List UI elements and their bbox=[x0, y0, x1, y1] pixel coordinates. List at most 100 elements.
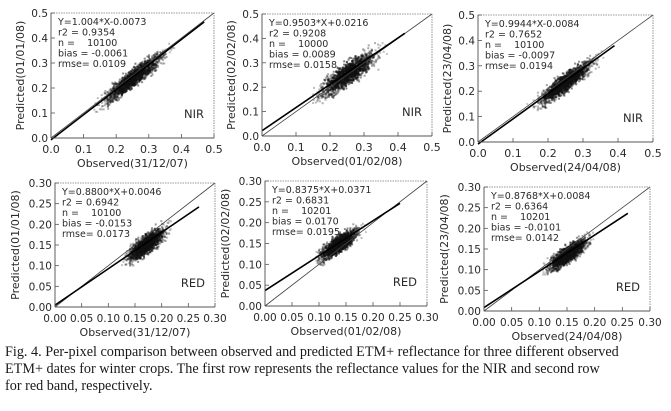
y-tick-label: 0.1 bbox=[31, 108, 48, 120]
y-tick-label: 0.30 bbox=[29, 178, 52, 190]
y-tick-label: 0.4 bbox=[31, 33, 48, 45]
caption-line-2: ETM+ dates for winter crops. The first r… bbox=[5, 361, 600, 377]
x-tick-label: 0.0 bbox=[253, 141, 271, 154]
x-tick-label: 0.00 bbox=[253, 312, 276, 324]
x-axis-label: Observed(31/12/07) bbox=[77, 157, 188, 170]
regression-line bbox=[477, 44, 615, 145]
y-tick-label: 0.20 bbox=[29, 219, 52, 231]
y-tick-label: 0.15 bbox=[239, 239, 262, 251]
stats-annotation-line: rmse= 0.0173 bbox=[62, 229, 130, 240]
y-tick-label: 0.10 bbox=[239, 259, 262, 271]
x-tick-label: 0.10 bbox=[307, 312, 330, 324]
y-tick-label: 0.0 bbox=[31, 133, 48, 145]
x-tick-label: 0.5 bbox=[644, 147, 662, 160]
x-tick-label: 0.2 bbox=[107, 143, 125, 156]
y-tick-label: 0.0 bbox=[458, 137, 475, 149]
stats-annotation-line: bias = -0.0153 bbox=[62, 219, 132, 230]
scatter-panel-row2-col1: 0.00 0.05 0.10 0.15 0.20 0.25 0.300.000.050.10… bbox=[9, 178, 227, 339]
x-axis-label: Observed(31/12/07) bbox=[80, 326, 191, 339]
x-tick-label: 0.25 bbox=[611, 317, 634, 329]
y-tick-label: 0.00 bbox=[239, 301, 262, 313]
y-tick-label: 0.10 bbox=[458, 265, 481, 277]
x-tick-label: 0.0 bbox=[469, 147, 487, 160]
x-tick-label: 0.2 bbox=[539, 147, 557, 160]
y-tick-label: 0.5 bbox=[458, 10, 475, 22]
y-axis-label: Predicted(02/02/08) bbox=[219, 189, 232, 299]
stats-annotation-line: n = 10100 bbox=[485, 40, 544, 51]
x-axis-label: Observed(01/02/08) bbox=[291, 325, 402, 338]
stats-annotation-line: r2 = 0.6942 bbox=[62, 198, 119, 209]
x-tick-label: 0.2 bbox=[321, 141, 339, 154]
y-tick-label: 0.5 bbox=[31, 8, 48, 20]
scatter-panel-row1-col2: 0.0 0.1 0.2 0.3 0.4 0.5 0.0 0.1 0.2 0.3 0.4 0.5 Obse… bbox=[225, 9, 441, 168]
scatter-panel-row2-col2: 0.00 0.05 0.10 0.15 0.20 0.25 0.30 0.00 0.05 0.10… bbox=[219, 176, 439, 338]
stats-annotation-line: Y=0.8375*X+0.0371 bbox=[271, 185, 371, 196]
stats-annotation-line: rmse= 0.0158 bbox=[269, 60, 337, 71]
y-tick-label: 0.1 bbox=[458, 112, 475, 124]
x-tick-label: 0.1 bbox=[75, 143, 93, 156]
stats-annotation-line: r2 = 0.6831 bbox=[272, 196, 329, 207]
stats-annotation-line: bias = 0.0089 bbox=[269, 50, 336, 61]
y-tick-label: 0.4 bbox=[458, 35, 475, 47]
x-tick-label: 0.30 bbox=[638, 317, 661, 329]
x-tick-label: 0.10 bbox=[528, 317, 551, 329]
stats-annotation-line: r2 = 0.7652 bbox=[485, 30, 542, 41]
y-tick-label: 0.3 bbox=[458, 61, 475, 73]
stats-annotation-line: bias = -0.0097 bbox=[485, 51, 555, 62]
x-tick-label: 0.15 bbox=[334, 312, 357, 324]
regression-line bbox=[50, 21, 205, 141]
regression-line bbox=[261, 32, 406, 132]
stats-annotation-line: rmse= 0.0194 bbox=[485, 61, 553, 72]
band-label: RED bbox=[393, 275, 417, 289]
x-tick-label: 0.25 bbox=[388, 312, 411, 324]
stats-annotation-line: n = 10201 bbox=[491, 212, 550, 223]
stats-annotation-line: rmse= 0.0109 bbox=[58, 59, 126, 70]
x-tick-label: 0.4 bbox=[609, 147, 627, 160]
x-tick-label: 0.10 bbox=[97, 313, 120, 325]
y-tick-label: 0.25 bbox=[458, 203, 481, 215]
stats-annotation-line: bias = -0.0061 bbox=[58, 49, 128, 60]
y-tick-label: 0.05 bbox=[458, 285, 481, 297]
y-tick-label: 0.30 bbox=[239, 176, 262, 188]
stats-annotation-line: n = 10201 bbox=[272, 206, 331, 217]
stats-annotation-line: rmse= 0.0142 bbox=[491, 233, 559, 244]
y-tick-label: 0.2 bbox=[458, 86, 475, 98]
band-label: RED bbox=[181, 276, 205, 290]
scatter-panel-row2-col3: 0.00 0.05 0.10 0.15 0.20 0.25 0.30 0.00 0.05 0.10… bbox=[438, 182, 662, 343]
y-tick-label: 0.20 bbox=[458, 223, 481, 235]
x-tick-label: 0.30 bbox=[203, 313, 226, 325]
stats-annotation-line: Y=0.9944*X-0.0084 bbox=[484, 19, 579, 30]
stats-annotation-line: bias = 0.0170 bbox=[272, 217, 339, 228]
y-tick-label: 0.05 bbox=[239, 280, 262, 292]
stats-annotation-line: r2 = 0.9208 bbox=[269, 29, 326, 40]
band-label: NIR bbox=[623, 111, 643, 125]
x-axis-label: Observed(24/04/08) bbox=[510, 161, 621, 174]
stats-annotation-line: n = 10100 bbox=[62, 208, 121, 219]
y-tick-label: 0.00 bbox=[458, 306, 481, 318]
x-tick-label: 0.25 bbox=[177, 313, 200, 325]
x-tick-label: 0.0 bbox=[42, 143, 60, 156]
stats-annotation-line: n = 10000 bbox=[269, 39, 328, 50]
y-tick-label: 0.1 bbox=[242, 107, 259, 119]
regression-line bbox=[54, 206, 200, 306]
y-tick-label: 0.20 bbox=[239, 218, 262, 230]
x-tick-label: 0.20 bbox=[150, 313, 173, 325]
figure-caption: Fig. 4. Per-pixel comparison between obs… bbox=[5, 344, 667, 395]
y-axis-label: Predicted(23/04/08) bbox=[441, 24, 454, 134]
x-tick-label: 0.20 bbox=[361, 312, 384, 324]
regression-line bbox=[264, 202, 401, 292]
caption-line-1: Fig. 4. Per-pixel comparison between obs… bbox=[5, 344, 619, 360]
y-tick-label: 0.2 bbox=[242, 82, 259, 94]
stats-annotation-line: Y=0.8768*X+0.0084 bbox=[490, 191, 590, 202]
stats-annotation-line: n = 10100 bbox=[58, 38, 117, 49]
y-tick-label: 0.2 bbox=[31, 83, 48, 95]
y-tick-label: 0.5 bbox=[242, 9, 259, 21]
scatter-panel-row1-col1: 0.0 0.1 0.2 0.3 0.4 0.5 0.0 0.1 0.2 0.3 0.4 0.5 Obse… bbox=[14, 8, 223, 170]
y-tick-label: 0.30 bbox=[458, 182, 481, 194]
stats-annotation-line: Y=1.004*X-0.0073 bbox=[57, 17, 146, 28]
x-axis-label: Observed(24/04/08) bbox=[512, 330, 623, 343]
y-tick-label: 0.25 bbox=[29, 199, 52, 211]
y-tick-label: 0.3 bbox=[31, 58, 48, 70]
x-tick-label: 0.4 bbox=[389, 141, 407, 154]
x-tick-label: 0.00 bbox=[43, 313, 66, 325]
